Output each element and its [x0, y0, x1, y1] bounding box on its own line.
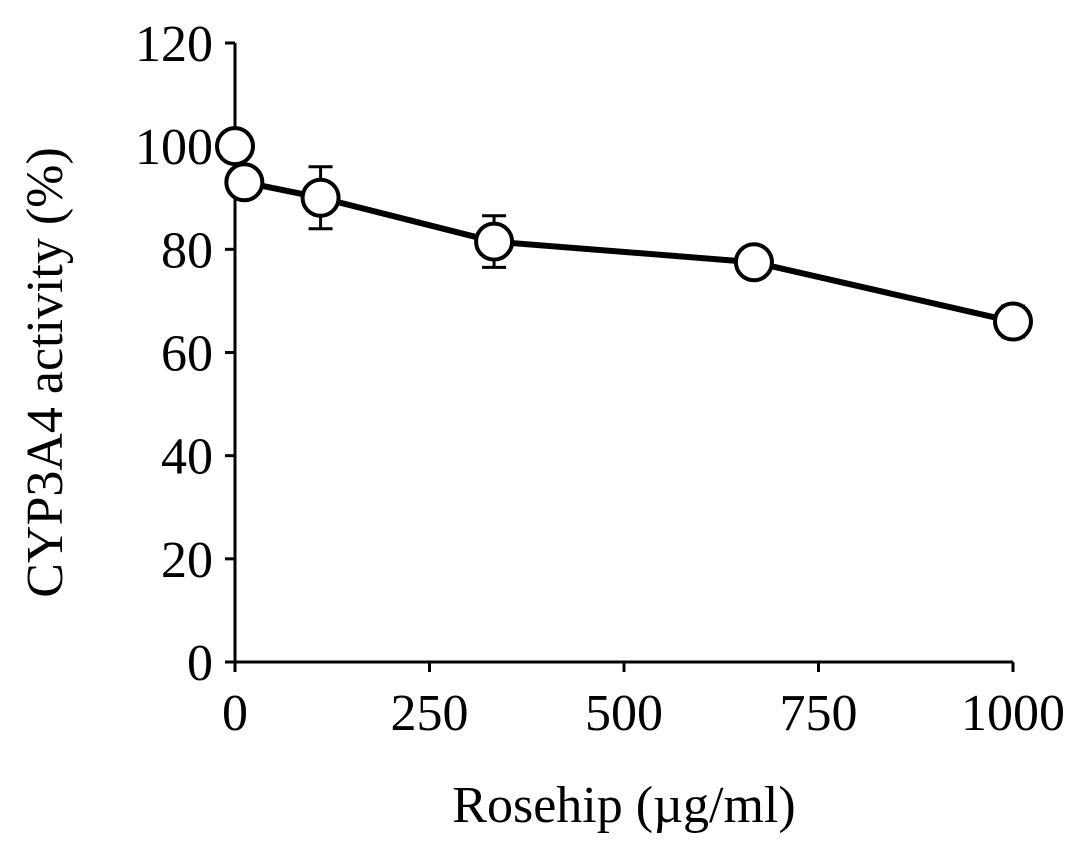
- x-tick-label: 0: [222, 685, 248, 742]
- y-tick-label: 40: [161, 429, 213, 486]
- series-line: [243, 179, 1014, 325]
- x-tick-label: 250: [391, 685, 469, 742]
- x-axis-ticks: 0 250 500 750 1000: [222, 662, 1065, 742]
- data-point: [733, 242, 774, 283]
- y-tick-label: 80: [161, 222, 213, 279]
- data-point: [474, 221, 515, 262]
- data-series: [215, 126, 1033, 342]
- x-tick-label: 500: [585, 685, 663, 742]
- x-tick-label: 1000: [961, 685, 1065, 742]
- axes: [233, 43, 1013, 664]
- data-point: [215, 126, 255, 167]
- y-tick-label: 100: [135, 119, 213, 176]
- y-tick-label: 120: [135, 16, 213, 73]
- data-point: [300, 177, 341, 218]
- x-axis-title: Rosehip (µg/ml): [452, 777, 795, 834]
- y-tick-label: 20: [161, 532, 213, 589]
- x-tick-label: 750: [780, 685, 858, 742]
- y-tick-label: 60: [161, 326, 213, 383]
- y-axis-title: CYP3A4 activity (%): [17, 147, 74, 598]
- data-point: [993, 301, 1033, 342]
- data-point: [224, 162, 265, 203]
- y-axis-ticks: 0 20 40 60 80 100 120: [135, 16, 235, 692]
- y-tick-label: 0: [187, 635, 213, 692]
